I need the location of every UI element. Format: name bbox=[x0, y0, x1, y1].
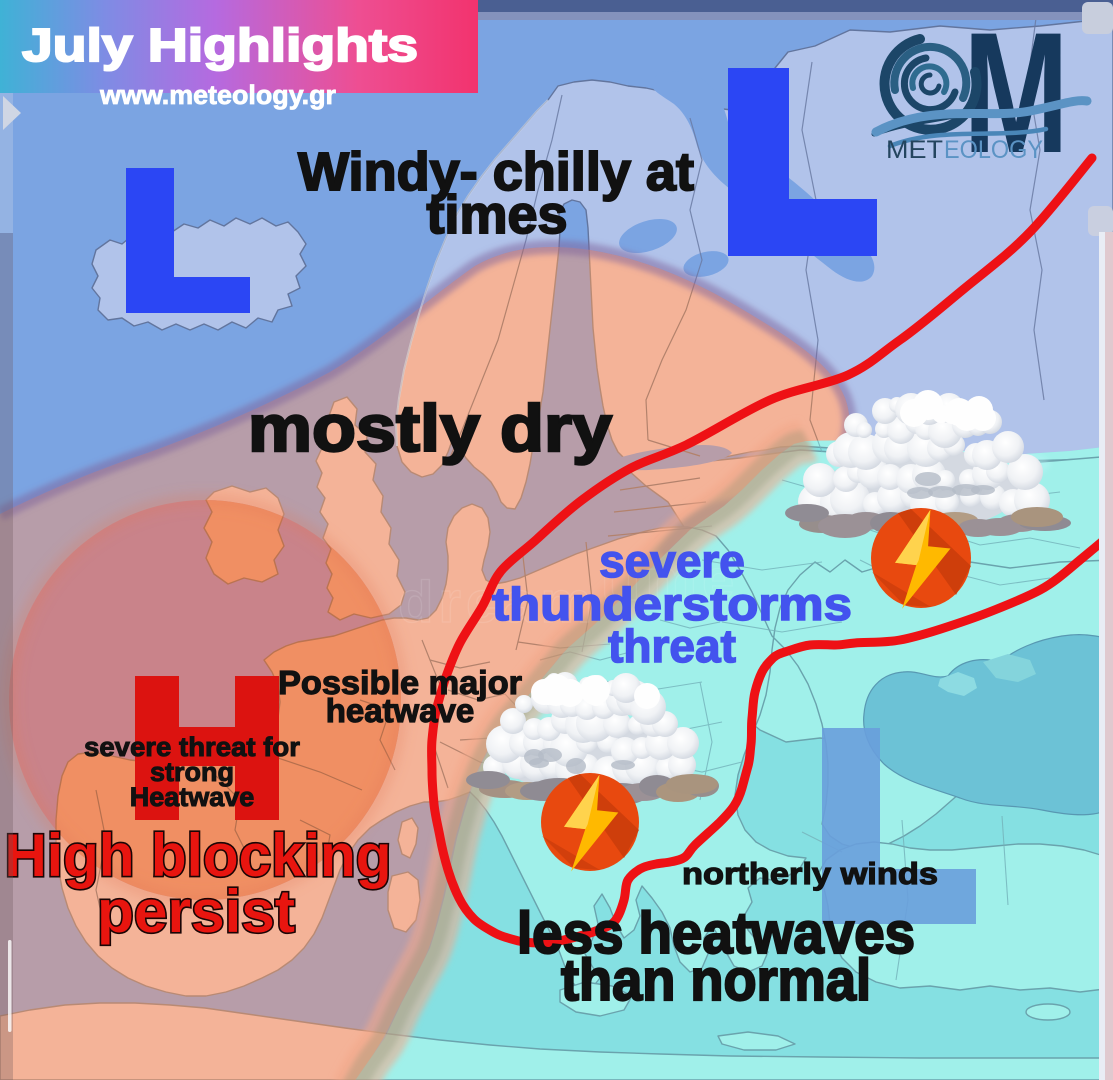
svg-text:northerly winds: northerly winds bbox=[682, 856, 938, 891]
svg-text:threat: threat bbox=[608, 620, 736, 672]
svg-text:Windy- chilly at: Windy- chilly at bbox=[298, 142, 694, 202]
svg-text:persist: persist bbox=[97, 878, 295, 945]
svg-text:times: times bbox=[426, 185, 567, 245]
svg-text:less heatwaves: less heatwaves bbox=[517, 901, 915, 966]
svg-text:www.meteology.gr: www.meteology.gr bbox=[99, 80, 336, 110]
svg-text:High blocking: High blocking bbox=[5, 822, 392, 889]
svg-text:July Highlights: July Highlights bbox=[22, 19, 418, 71]
svg-text:Possible major: Possible major bbox=[278, 664, 522, 701]
svg-text:M: M bbox=[963, 0, 1069, 190]
svg-text:time: time bbox=[600, 548, 739, 613]
svg-text:heatwave: heatwave bbox=[326, 692, 475, 729]
svg-text:severe threat for: severe threat for bbox=[84, 732, 300, 762]
svg-text:Heatwave: Heatwave bbox=[130, 782, 255, 812]
svg-text:MET: MET bbox=[886, 136, 943, 164]
svg-text:severe: severe bbox=[599, 535, 745, 587]
svg-text:thunderstorms: thunderstorms bbox=[492, 578, 852, 630]
svg-text:strong: strong bbox=[150, 757, 234, 787]
svg-text:EOLOGY: EOLOGY bbox=[944, 136, 1043, 164]
svg-text:mostly dry: mostly dry bbox=[248, 391, 612, 465]
svg-text:than normal: than normal bbox=[561, 948, 871, 1013]
